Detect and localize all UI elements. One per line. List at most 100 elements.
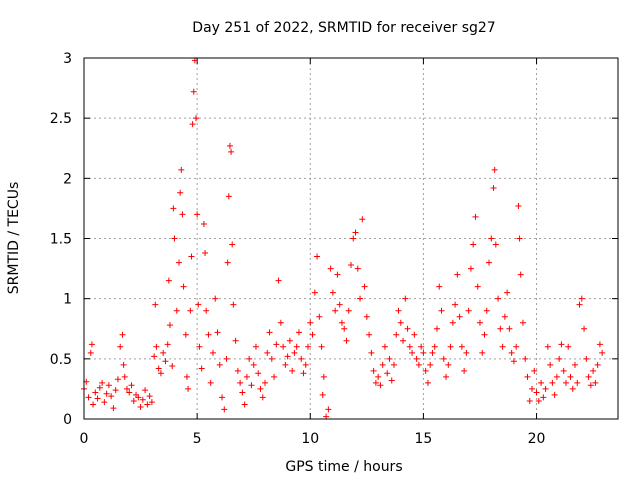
- data-point: [343, 337, 350, 344]
- data-point: [307, 319, 314, 326]
- data-point: [395, 307, 402, 314]
- data-point: [345, 307, 352, 314]
- data-point: [592, 379, 599, 386]
- data-point: [105, 382, 112, 389]
- data-point: [384, 370, 391, 377]
- data-point: [119, 331, 126, 338]
- data-point: [94, 395, 101, 402]
- data-point: [381, 343, 388, 350]
- data-point: [252, 343, 259, 350]
- data-point: [169, 363, 176, 370]
- data-point: [440, 355, 447, 362]
- data-point: [173, 307, 180, 314]
- data-point: [569, 385, 576, 392]
- data-point: [499, 343, 506, 350]
- data-point: [431, 343, 438, 350]
- data-point: [583, 355, 590, 362]
- data-point: [560, 367, 567, 374]
- y-tick-label: 1: [63, 292, 72, 308]
- data-point: [375, 373, 382, 380]
- data-point: [202, 249, 209, 256]
- data-point: [574, 379, 581, 386]
- data-point: [470, 241, 477, 248]
- data-point: [402, 295, 409, 302]
- data-point: [483, 307, 490, 314]
- data-point: [121, 373, 128, 380]
- data-point: [90, 401, 97, 408]
- data-point: [535, 397, 542, 404]
- data-point: [420, 349, 427, 356]
- data-point: [488, 235, 495, 242]
- data-point: [295, 329, 302, 336]
- data-point: [508, 349, 515, 356]
- data-point: [361, 283, 368, 290]
- data-point: [506, 325, 513, 332]
- data-point: [291, 349, 298, 356]
- data-point: [316, 313, 323, 320]
- data-point: [393, 331, 400, 338]
- data-point: [424, 379, 431, 386]
- data-point: [314, 253, 321, 260]
- data-point: [495, 295, 502, 302]
- data-point: [103, 390, 110, 397]
- data-point: [491, 166, 498, 173]
- data-point: [461, 367, 468, 374]
- data-point: [209, 349, 216, 356]
- y-tick-label: 1.5: [50, 232, 72, 248]
- data-point: [458, 343, 465, 350]
- data-point: [390, 361, 397, 368]
- data-point: [216, 361, 223, 368]
- data-point: [522, 355, 529, 362]
- data-point: [246, 355, 253, 362]
- data-point: [354, 265, 361, 272]
- data-point: [585, 373, 592, 380]
- data-point: [370, 367, 377, 374]
- data-point: [359, 216, 366, 223]
- data-point: [188, 253, 195, 260]
- data-point: [547, 361, 554, 368]
- data-point: [223, 355, 230, 362]
- data-point: [225, 193, 232, 200]
- data-point: [170, 205, 177, 212]
- data-point: [165, 277, 172, 284]
- data-point: [334, 271, 341, 278]
- data-point: [363, 313, 370, 320]
- data-point: [179, 211, 186, 218]
- data-point: [305, 343, 312, 350]
- data-point: [230, 301, 237, 308]
- data-point: [476, 319, 483, 326]
- y-tick-label: 3: [63, 51, 72, 67]
- data-point: [415, 361, 422, 368]
- data-point: [180, 283, 187, 290]
- x-tick-label: 0: [80, 431, 89, 447]
- data-point: [454, 271, 461, 278]
- y-tick-label: 0: [63, 412, 72, 428]
- y-axis-label: SRMTID / TECUs: [6, 182, 22, 295]
- data-point: [229, 241, 236, 248]
- data-point: [164, 341, 171, 348]
- data-point: [88, 341, 95, 348]
- data-point: [341, 325, 348, 332]
- data-point: [157, 370, 164, 377]
- data-point: [139, 396, 146, 403]
- data-point: [214, 329, 221, 336]
- data-point: [594, 361, 601, 368]
- data-point: [205, 331, 212, 338]
- data-point: [327, 265, 334, 272]
- data-point: [277, 319, 284, 326]
- data-point: [92, 389, 99, 396]
- data-point: [87, 349, 94, 356]
- data-point: [397, 319, 404, 326]
- data-point: [268, 355, 275, 362]
- scatter-points: [81, 57, 606, 420]
- data-point: [368, 349, 375, 356]
- data-point: [99, 379, 106, 386]
- data-point: [581, 325, 588, 332]
- data-point: [486, 259, 493, 266]
- data-point: [504, 289, 511, 296]
- x-axis-label: GPS time / hours: [285, 459, 402, 475]
- data-point: [481, 331, 488, 338]
- data-point: [336, 301, 343, 308]
- data-point: [234, 367, 241, 374]
